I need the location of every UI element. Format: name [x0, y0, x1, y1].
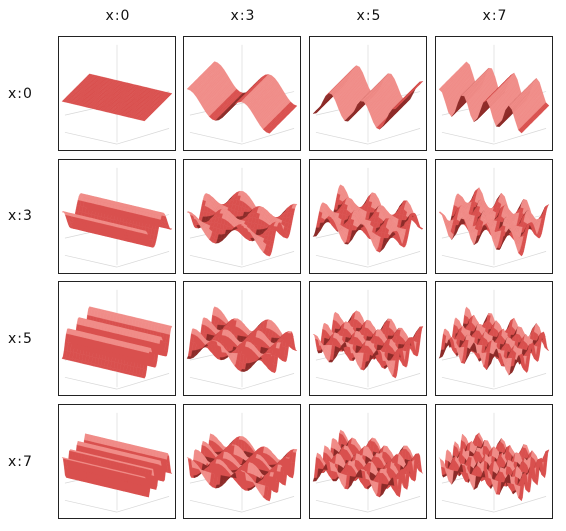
wave-surface	[312, 184, 424, 253]
column-label-3: x:7	[482, 8, 508, 24]
wave-surface	[61, 193, 173, 248]
surface-plot-r1-c0	[58, 159, 176, 274]
wave-surface	[61, 73, 173, 122]
surface-plot-r1-c2	[309, 159, 427, 274]
surface-facet	[392, 230, 397, 233]
axis-line	[64, 131, 118, 145]
surface-facet	[141, 119, 146, 122]
surface-plot-r0-c1	[183, 36, 301, 151]
surface-plot-r0-c2	[309, 36, 427, 151]
surface-plot-r0-c0	[58, 36, 176, 151]
axis-line	[367, 128, 421, 145]
surface-facet	[518, 128, 523, 134]
surface-facet	[391, 107, 398, 110]
axis-line	[441, 131, 495, 145]
row-label-3: x:7	[8, 454, 33, 470]
surface-facet	[542, 208, 548, 214]
axis-line	[493, 251, 547, 268]
wave-surface	[438, 61, 550, 134]
axis-line	[315, 131, 369, 145]
axis-line	[241, 251, 295, 268]
axis-line	[116, 251, 170, 268]
axis-line	[367, 251, 421, 268]
surface-facet	[140, 230, 147, 232]
axis-line	[189, 131, 243, 145]
axis-line	[116, 128, 170, 145]
wave-surface	[186, 61, 298, 134]
surface-facet	[266, 253, 271, 257]
row-label-2: x:5	[8, 331, 33, 347]
wave-surface	[186, 190, 298, 257]
surface-facet	[266, 130, 271, 134]
axis-line	[315, 254, 369, 268]
column-label-2: x:5	[356, 8, 382, 24]
wave-surface	[312, 65, 424, 130]
axis-line	[64, 254, 118, 268]
row-label-1: x:3	[8, 208, 33, 224]
axis-line	[241, 128, 295, 145]
surface-plot-r1-c3	[435, 159, 553, 274]
surface-plot-r1-c1	[183, 159, 301, 274]
axis-line	[189, 254, 243, 268]
row-label-0: x:0	[8, 86, 33, 102]
column-label-1: x:3	[230, 8, 256, 24]
axis-line	[493, 128, 547, 145]
wave-surface	[438, 187, 550, 257]
surface-plot-r0-c3	[435, 36, 553, 151]
axis-line	[441, 254, 495, 268]
column-label-0: x:0	[105, 8, 131, 24]
